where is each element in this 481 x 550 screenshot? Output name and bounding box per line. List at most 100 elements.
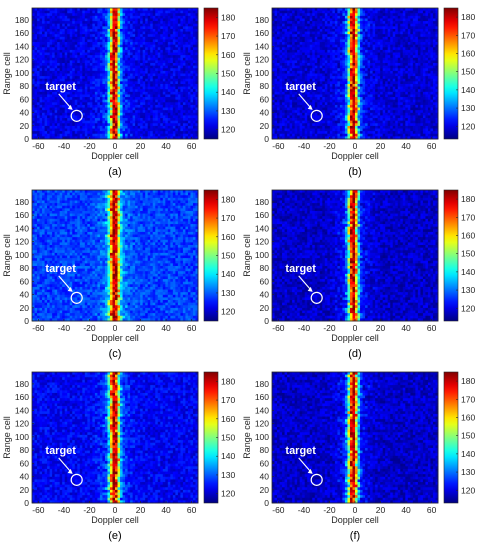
- heatmap-cell: [282, 44, 285, 48]
- heatmap-cell: [360, 8, 363, 12]
- heatmap-cell: [167, 76, 171, 80]
- heatmap-cell: [185, 107, 189, 111]
- heatmap-cell: [112, 63, 116, 67]
- heatmap-cell: [145, 136, 149, 140]
- heatmap-cell: [312, 8, 316, 12]
- heatmap-cell: [397, 21, 401, 25]
- heatmap-cell: [195, 131, 199, 135]
- heatmap-cell: [177, 18, 181, 22]
- heatmap-cell: [120, 15, 123, 19]
- heatmap-cell: [412, 42, 416, 46]
- heatmap-cell: [362, 63, 366, 67]
- heatmap-cell: [317, 21, 321, 25]
- heatmap-cell: [337, 18, 341, 22]
- heatmap-cell: [115, 81, 118, 85]
- heatmap-cell: [160, 97, 164, 101]
- heatmap-cell: [422, 52, 426, 56]
- heatmap-cell: [117, 13, 121, 17]
- heatmap-cell: [125, 26, 128, 30]
- heatmap-cell: [319, 13, 323, 17]
- heatmap-cell: [405, 63, 409, 67]
- heatmap-cell: [380, 26, 384, 30]
- heatmap-cell: [435, 31, 439, 35]
- heatmap-cell: [417, 65, 421, 69]
- heatmap-cell: [274, 42, 278, 46]
- heatmap-cell: [109, 42, 113, 46]
- colorbar-tick-label: 170: [221, 31, 235, 41]
- heatmap-cell: [37, 15, 40, 19]
- heatmap-cell: [137, 97, 141, 101]
- heatmap-cell: [177, 78, 181, 82]
- heatmap-cell: [377, 36, 381, 40]
- heatmap-cell: [145, 128, 149, 132]
- heatmap-cell: [77, 81, 81, 85]
- heatmap-cell: [367, 65, 371, 69]
- heatmap-cell: [170, 55, 174, 59]
- heatmap-cell: [417, 23, 421, 27]
- heatmap-cell: [334, 60, 338, 64]
- heatmap-cell: [47, 18, 51, 22]
- heatmap-cell: [147, 102, 151, 106]
- heatmap-cell: [127, 15, 131, 19]
- heatmap-cell: [52, 34, 56, 38]
- heatmap-cell: [92, 81, 96, 85]
- heatmap-cell: [115, 13, 118, 17]
- heatmap-cell: [427, 18, 431, 22]
- heatmap-cell: [137, 123, 141, 127]
- heatmap-cell: [122, 42, 126, 46]
- y-tick-label: 180: [15, 15, 29, 25]
- heatmap-cell: [125, 52, 128, 56]
- heatmap-cell: [319, 52, 323, 56]
- heatmap-cell: [67, 131, 71, 135]
- heatmap-cell: [32, 49, 35, 53]
- heatmap-cell: [150, 10, 154, 14]
- heatmap-cell: [150, 97, 154, 101]
- heatmap-cell: [370, 8, 374, 12]
- heatmap-cell: [317, 68, 321, 72]
- heatmap-cell: [64, 81, 68, 85]
- heatmap-cell: [195, 39, 199, 43]
- heatmap-cell: [142, 34, 146, 38]
- heatmap-cell: [307, 26, 311, 30]
- heatmap-cell: [67, 47, 71, 51]
- heatmap-cell: [127, 78, 131, 82]
- heatmap-cell: [104, 120, 108, 124]
- heatmap-cell: [54, 78, 58, 82]
- heatmap-cell: [125, 83, 128, 87]
- heatmap-cell: [190, 36, 194, 40]
- heatmap-cell: [122, 31, 126, 35]
- heatmap-cell: [337, 26, 341, 30]
- heatmap-cell: [79, 18, 83, 22]
- heatmap-cell: [307, 65, 311, 69]
- heatmap-cell: [185, 39, 189, 43]
- heatmap-cell: [162, 107, 166, 111]
- heatmap-cell: [390, 18, 394, 22]
- heatmap-cell: [357, 21, 361, 25]
- heatmap-cell: [127, 39, 131, 43]
- heatmap-cell: [79, 68, 83, 72]
- heatmap-cell: [360, 31, 363, 35]
- heatmap-cell: [94, 8, 98, 12]
- heatmap-cell: [74, 63, 78, 67]
- heatmap-cell: [272, 52, 275, 56]
- heatmap-cell: [277, 70, 280, 74]
- heatmap-cell: [382, 10, 386, 14]
- heatmap-cell: [69, 34, 73, 38]
- heatmap-cell: [77, 52, 81, 56]
- heatmap-cell: [187, 102, 191, 106]
- heatmap-cell: [150, 94, 154, 98]
- heatmap-cell: [195, 128, 199, 132]
- heatmap-cell: [115, 102, 118, 106]
- heatmap-cell: [167, 31, 171, 35]
- heatmap-cell: [187, 115, 191, 119]
- heatmap-cell: [132, 52, 136, 56]
- heatmap-cell: [324, 55, 328, 59]
- heatmap-cell: [79, 8, 83, 12]
- heatmap-cell: [99, 104, 103, 108]
- heatmap-cell: [175, 15, 179, 19]
- heatmap-cell: [319, 10, 323, 14]
- heatmap-cell: [77, 99, 81, 103]
- heatmap-cell: [99, 125, 103, 129]
- heatmap-cell: [122, 26, 126, 30]
- heatmap-cell: [195, 112, 199, 116]
